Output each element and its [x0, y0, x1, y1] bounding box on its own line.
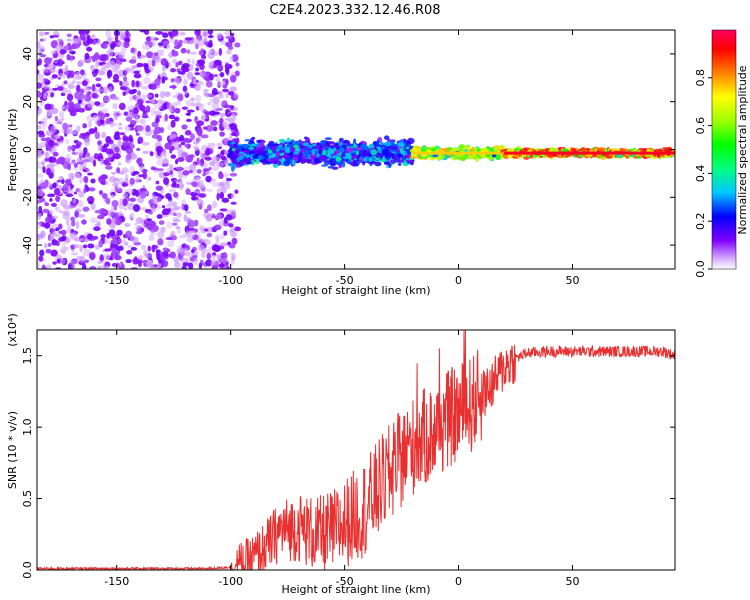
colorbar-tick-label: 0.8 [694, 69, 707, 87]
spectrogram-x-ticks: -150 -100 -50 0 50 [104, 30, 579, 287]
snr-x-axis-label: Height of straight line (km) [281, 583, 430, 596]
spectrogram-heatmap [37, 30, 675, 269]
snr-y-axis-label: SNR (10 * v/v) [6, 411, 19, 489]
x-tick-label: -100 [218, 575, 243, 588]
colorbar-tick-label: 0.0 [694, 260, 707, 278]
colorbar-ticks: 0.0 0.2 0.4 0.6 0.8 [694, 69, 712, 278]
snr-series-line [37, 330, 675, 570]
y-tick-label: -40 [21, 236, 34, 254]
x-tick-label: 50 [565, 575, 579, 588]
x-tick-label: 0 [455, 274, 462, 287]
x-tick-label: 50 [565, 274, 579, 287]
spectrogram-y-ticks: -40 -20 0 20 40 [21, 47, 675, 254]
x-tick-label: -100 [218, 274, 243, 287]
x-tick-label: 0 [455, 575, 462, 588]
snr-y-multiplier: (x10⁴) [6, 313, 19, 347]
y-tick-label: -20 [21, 188, 34, 206]
spectrogram-x-axis-label: Height of straight line (km) [281, 284, 430, 297]
spectrogram-y-axis-label: Frequency (Hz) [6, 109, 19, 192]
y-tick-label: 1.0 [21, 418, 34, 436]
colorbar: 0.0 0.2 0.4 0.6 0.8 Normalized spectral ampl… [694, 29, 749, 278]
colorbar-gradient [711, 29, 737, 270]
y-tick-label: 0.5 [21, 490, 34, 508]
y-tick-label: 1.5 [21, 347, 34, 365]
snr-y-ticks: 0.0 0.5 1.0 1.5 [21, 347, 675, 579]
colorbar-label: Normalized spectral amplitude [736, 65, 749, 234]
colorbar-tick-label: 0.2 [694, 212, 707, 230]
x-tick-label: -50 [336, 575, 354, 588]
figure-title: C2E4.2023.332.12.46.R08 [269, 3, 440, 18]
y-tick-label: 0.0 [21, 561, 34, 579]
y-tick-label: 0 [21, 146, 34, 153]
snr-panel: -150 -100 -50 0 50 0.0 0.5 1.0 1.5 Height of st… [6, 313, 676, 596]
colorbar-tick-label: 0.4 [694, 165, 707, 183]
x-tick-label: -50 [336, 274, 354, 287]
x-tick-label: -150 [104, 575, 129, 588]
y-tick-label: 20 [21, 95, 34, 109]
x-tick-label: -150 [104, 274, 129, 287]
y-tick-label: 40 [21, 47, 34, 61]
snr-x-ticks: -150 -100 -50 0 50 [104, 330, 579, 588]
snr-frame [36, 329, 676, 571]
spectrogram-panel: -150 -100 -50 0 50 -40 -20 0 20 40 Height of str… [6, 29, 676, 297]
colorbar-tick-label: 0.6 [694, 117, 707, 135]
